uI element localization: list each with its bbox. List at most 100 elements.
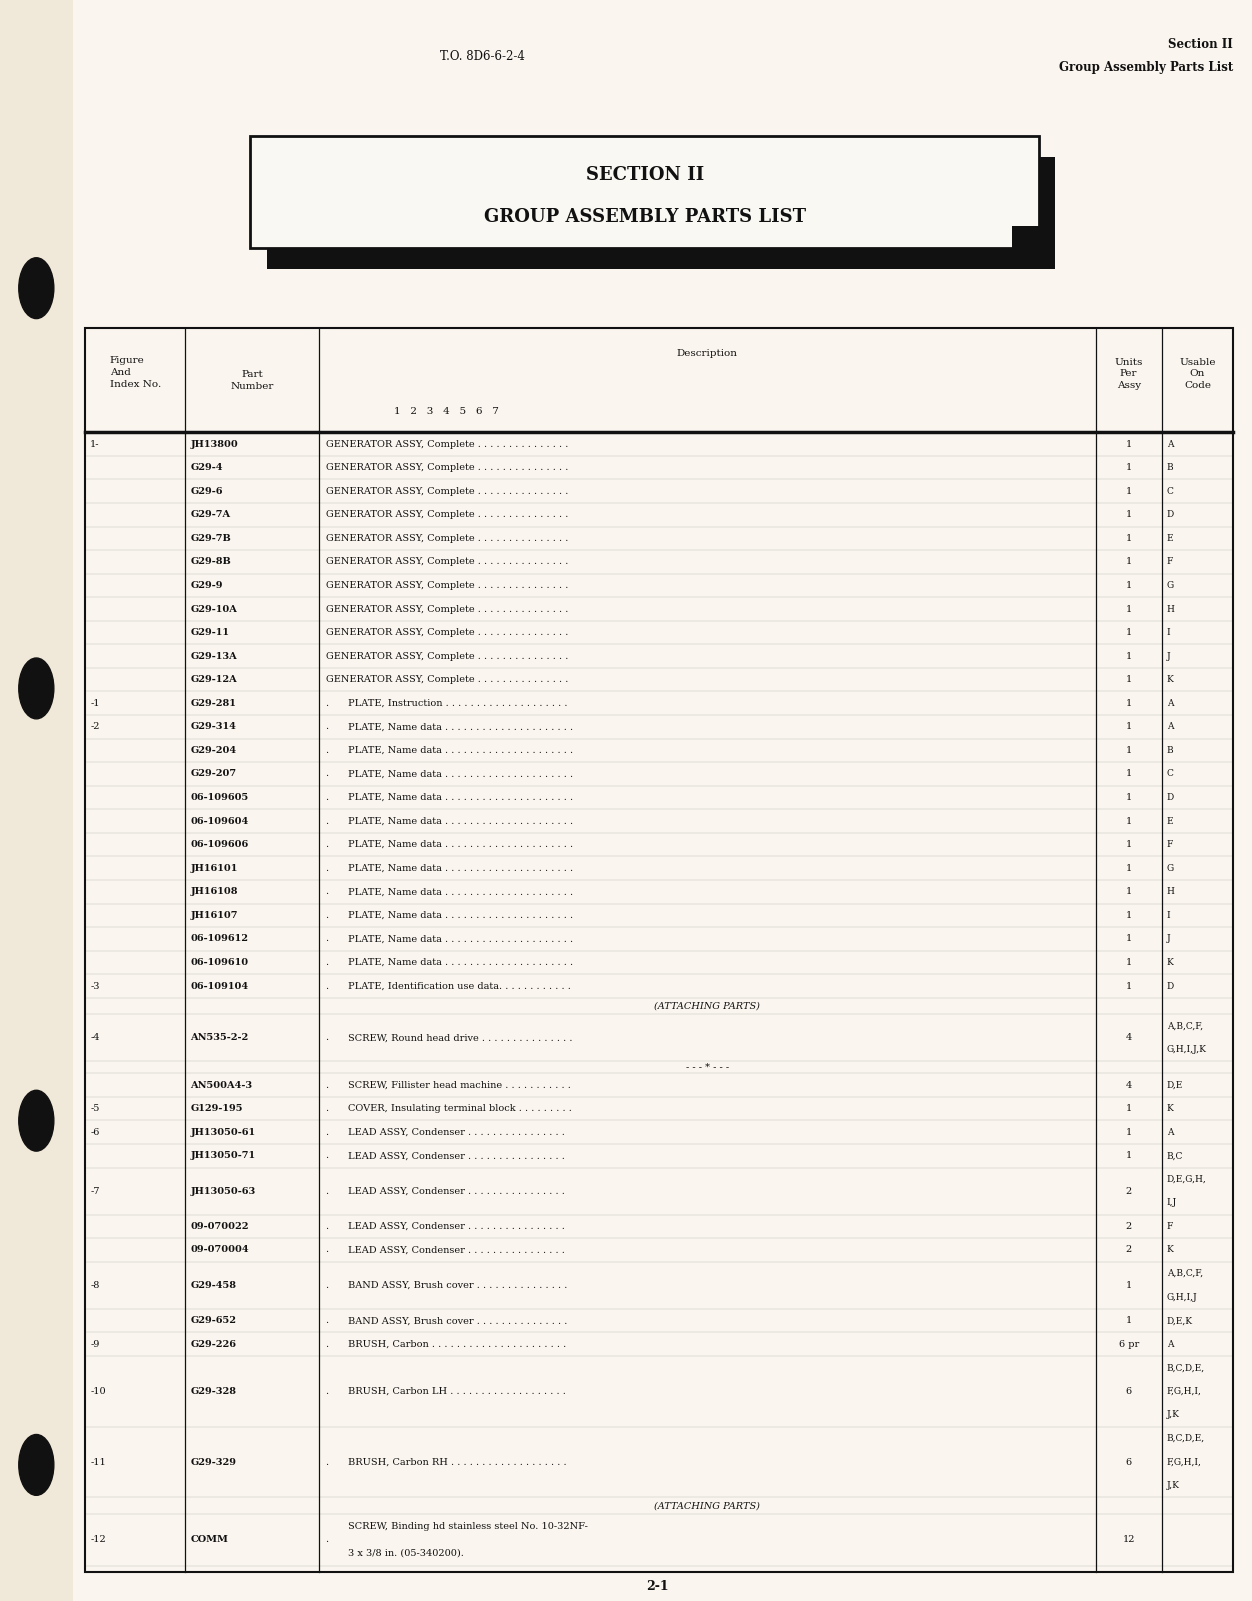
Text: 1: 1	[1126, 1127, 1132, 1137]
Text: G29-4: G29-4	[190, 463, 223, 472]
Text: E: E	[1167, 533, 1173, 543]
Text: 1: 1	[1126, 605, 1132, 613]
Text: G29-458: G29-458	[190, 1281, 237, 1290]
Text: -1: -1	[90, 698, 100, 708]
Text: .: .	[326, 1386, 328, 1396]
Text: B,C,D,E,: B,C,D,E,	[1167, 1434, 1204, 1443]
Text: .: .	[326, 1127, 328, 1137]
Text: .: .	[326, 1246, 328, 1255]
Text: 2-1: 2-1	[646, 1580, 669, 1593]
Text: GENERATOR ASSY, Complete . . . . . . . . . . . . . . .: GENERATOR ASSY, Complete . . . . . . . .…	[326, 605, 568, 613]
Text: G29-281: G29-281	[190, 698, 237, 708]
Text: 4: 4	[1126, 1081, 1132, 1090]
Text: .: .	[326, 792, 328, 802]
Text: D: D	[1167, 511, 1174, 519]
Text: LEAD ASSY, Condenser . . . . . . . . . . . . . . . .: LEAD ASSY, Condenser . . . . . . . . . .…	[348, 1151, 565, 1161]
Text: PLATE, Name data . . . . . . . . . . . . . . . . . . . . .: PLATE, Name data . . . . . . . . . . . .…	[348, 887, 573, 897]
Text: 1-: 1-	[90, 440, 100, 448]
Text: COVER, Insulating terminal block . . . . . . . . .: COVER, Insulating terminal block . . . .…	[348, 1105, 572, 1113]
Text: G29-12A: G29-12A	[190, 676, 237, 684]
Text: -10: -10	[90, 1386, 105, 1396]
Text: G29-204: G29-204	[190, 746, 237, 756]
Text: PLATE, Name data . . . . . . . . . . . . . . . . . . . . .: PLATE, Name data . . . . . . . . . . . .…	[348, 746, 573, 756]
Text: A: A	[1167, 1127, 1173, 1137]
Text: G: G	[1167, 863, 1174, 873]
Text: COMM: COMM	[190, 1535, 228, 1545]
Text: .: .	[326, 722, 328, 732]
Bar	[1012, 226, 1039, 261]
Text: .: .	[326, 1033, 328, 1042]
Text: GENERATOR ASSY, Complete . . . . . . . . . . . . . . .: GENERATOR ASSY, Complete . . . . . . . .…	[326, 652, 568, 661]
Text: PLATE, Name data . . . . . . . . . . . . . . . . . . . . .: PLATE, Name data . . . . . . . . . . . .…	[348, 770, 573, 778]
Text: B: B	[1167, 746, 1173, 756]
Text: .: .	[326, 841, 328, 849]
Text: Part
Number: Part Number	[230, 370, 274, 391]
Text: 1: 1	[1126, 863, 1132, 873]
Text: -2: -2	[90, 722, 100, 732]
Text: 1: 1	[1126, 746, 1132, 756]
Text: -4: -4	[90, 1033, 100, 1042]
Text: BRUSH, Carbon . . . . . . . . . . . . . . . . . . . . . .: BRUSH, Carbon . . . . . . . . . . . . . …	[348, 1340, 566, 1348]
Text: A: A	[1167, 698, 1173, 708]
Text: .: .	[326, 911, 328, 921]
Text: LEAD ASSY, Condenser . . . . . . . . . . . . . . . .: LEAD ASSY, Condenser . . . . . . . . . .…	[348, 1186, 565, 1196]
Text: 1: 1	[1126, 652, 1132, 661]
Text: Usable
On
Code: Usable On Code	[1179, 357, 1216, 391]
Text: PLATE, Name data . . . . . . . . . . . . . . . . . . . . .: PLATE, Name data . . . . . . . . . . . .…	[348, 722, 573, 732]
Text: 09-070022: 09-070022	[190, 1222, 249, 1231]
Text: -11: -11	[90, 1457, 106, 1467]
Text: 09-070004: 09-070004	[190, 1246, 249, 1255]
Text: .: .	[326, 746, 328, 756]
Text: JH13050-71: JH13050-71	[190, 1151, 255, 1161]
Text: .: .	[326, 1340, 328, 1348]
Text: SECTION II: SECTION II	[586, 167, 704, 184]
Text: 1: 1	[1126, 557, 1132, 567]
Text: PLATE, Name data . . . . . . . . . . . . . . . . . . . . .: PLATE, Name data . . . . . . . . . . . .…	[348, 957, 573, 967]
Text: G129-195: G129-195	[190, 1105, 243, 1113]
Text: K: K	[1167, 1105, 1173, 1113]
Text: 3 x 3/8 in. (05-340200).: 3 x 3/8 in. (05-340200).	[348, 1548, 464, 1558]
Text: PLATE, Instruction . . . . . . . . . . . . . . . . . . . .: PLATE, Instruction . . . . . . . . . . .…	[348, 698, 567, 708]
Text: 1: 1	[1126, 440, 1132, 448]
Text: 2: 2	[1126, 1186, 1132, 1196]
Text: G29-7B: G29-7B	[190, 533, 232, 543]
Text: D,E,K: D,E,K	[1167, 1316, 1193, 1326]
Text: J: J	[1167, 652, 1171, 661]
Text: 1: 1	[1126, 770, 1132, 778]
Text: (ATTACHING PARTS): (ATTACHING PARTS)	[655, 1002, 760, 1010]
Text: GENERATOR ASSY, Complete . . . . . . . . . . . . . . .: GENERATOR ASSY, Complete . . . . . . . .…	[326, 557, 568, 567]
Text: I: I	[1167, 911, 1171, 921]
Text: GENERATOR ASSY, Complete . . . . . . . . . . . . . . .: GENERATOR ASSY, Complete . . . . . . . .…	[326, 511, 568, 519]
Text: GENERATOR ASSY, Complete . . . . . . . . . . . . . . .: GENERATOR ASSY, Complete . . . . . . . .…	[326, 440, 568, 448]
Text: SCREW, Fillister head machine . . . . . . . . . . .: SCREW, Fillister head machine . . . . . …	[348, 1081, 571, 1090]
Text: J: J	[1167, 935, 1171, 943]
Text: 06-109605: 06-109605	[190, 792, 249, 802]
Text: B,C,D,E,: B,C,D,E,	[1167, 1364, 1204, 1372]
Text: K: K	[1167, 957, 1173, 967]
Text: PLATE, Name data . . . . . . . . . . . . . . . . . . . . .: PLATE, Name data . . . . . . . . . . . .…	[348, 863, 573, 873]
Text: G29-13A: G29-13A	[190, 652, 237, 661]
Text: 1: 1	[1126, 1105, 1132, 1113]
Text: .: .	[326, 981, 328, 991]
Text: .: .	[326, 1222, 328, 1231]
Text: Description: Description	[677, 349, 737, 359]
Text: G29-6: G29-6	[190, 487, 223, 496]
Text: -3: -3	[90, 981, 100, 991]
Text: G29-314: G29-314	[190, 722, 237, 732]
Text: 1: 1	[1126, 1316, 1132, 1326]
Text: 1: 1	[1126, 698, 1132, 708]
Text: B,C: B,C	[1167, 1151, 1183, 1161]
Text: LEAD ASSY, Condenser . . . . . . . . . . . . . . . .: LEAD ASSY, Condenser . . . . . . . . . .…	[348, 1222, 565, 1231]
Text: PLATE, Name data . . . . . . . . . . . . . . . . . . . . .: PLATE, Name data . . . . . . . . . . . .…	[348, 817, 573, 826]
Text: .: .	[326, 1281, 328, 1290]
Text: G29-8B: G29-8B	[190, 557, 232, 567]
Bar	[85, 328, 1233, 1572]
Text: 1: 1	[1126, 511, 1132, 519]
Text: A: A	[1167, 722, 1173, 732]
Text: G,H,I,J: G,H,I,J	[1167, 1292, 1198, 1302]
Text: C: C	[1167, 770, 1173, 778]
Text: GENERATOR ASSY, Complete . . . . . . . . . . . . . . .: GENERATOR ASSY, Complete . . . . . . . .…	[326, 581, 568, 589]
Text: GENERATOR ASSY, Complete . . . . . . . . . . . . . . .: GENERATOR ASSY, Complete . . . . . . . .…	[326, 676, 568, 684]
Text: 06-109104: 06-109104	[190, 981, 248, 991]
Ellipse shape	[19, 658, 54, 719]
